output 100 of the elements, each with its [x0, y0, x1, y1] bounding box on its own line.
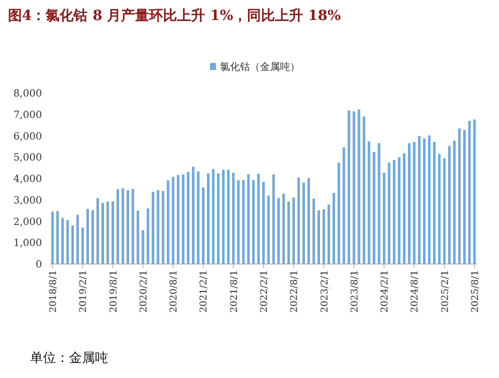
- bar: [408, 143, 410, 264]
- bar: [297, 177, 300, 264]
- x-tick-label: 2022/8/1: [289, 270, 300, 313]
- bar: [438, 154, 441, 264]
- bar: [136, 210, 140, 264]
- x-tick-label: 2019/8/1: [108, 270, 120, 313]
- y-tick-label: 8,000: [13, 88, 42, 100]
- bar: [196, 171, 200, 264]
- bar: [307, 178, 310, 264]
- bar: [192, 166, 194, 264]
- bar: [372, 152, 376, 264]
- bar: [237, 180, 240, 264]
- bar: [358, 109, 360, 264]
- bar: [56, 210, 59, 264]
- bar: [91, 210, 94, 264]
- bar: [146, 208, 150, 264]
- bar: [277, 198, 280, 264]
- bar: [282, 194, 285, 264]
- bar: [182, 174, 184, 264]
- x-tick-label: 2020/8/1: [168, 270, 180, 313]
- x-tick-label: 2025/2/1: [440, 270, 451, 313]
- bar: [428, 136, 431, 264]
- bar: [71, 226, 74, 264]
- bar: [292, 198, 295, 264]
- bar: [76, 214, 79, 264]
- bar: [362, 116, 366, 264]
- bar: [96, 198, 99, 264]
- bar: [152, 192, 154, 264]
- bar: [262, 182, 265, 264]
- bar: [106, 202, 110, 264]
- legend: 氯化钴（金属吨）: [210, 62, 300, 73]
- bar: [51, 212, 54, 264]
- bar: [392, 160, 396, 264]
- bar: [112, 201, 114, 264]
- bar: [66, 220, 69, 264]
- bar: [422, 138, 426, 264]
- bar: [458, 128, 461, 264]
- x-tick-label: 2021/2/1: [198, 270, 210, 313]
- y-tick-label: 1,000: [13, 238, 42, 250]
- y-tick-label: 0: [36, 260, 42, 270]
- bar: [206, 173, 210, 264]
- bar: [222, 170, 225, 264]
- bar: [272, 174, 275, 264]
- bar: [312, 198, 315, 264]
- y-tick-label: 2,000: [13, 216, 42, 228]
- bar: [463, 130, 466, 264]
- bar: [142, 230, 144, 264]
- x-tick-label: 2023/8/1: [349, 270, 360, 313]
- x-tick-label: 2021/8/1: [228, 270, 240, 313]
- bar: [116, 189, 120, 264]
- bar: [388, 162, 390, 264]
- bar: [156, 190, 160, 264]
- bar: [257, 174, 260, 264]
- bar: [338, 162, 340, 264]
- bar: [398, 157, 400, 264]
- bar: [318, 210, 320, 264]
- x-tick-label: 2022/2/1: [259, 270, 270, 313]
- y-tick-label: 3,000: [13, 195, 42, 206]
- bar: [352, 111, 356, 264]
- bar: [433, 142, 436, 264]
- x-tick-label: 2020/2/1: [138, 270, 150, 313]
- bar: [202, 187, 204, 264]
- bar: [267, 196, 270, 264]
- bar: [86, 208, 89, 264]
- bar: [126, 190, 130, 264]
- bar: [418, 136, 420, 264]
- bar: [212, 169, 215, 264]
- x-tick-label: 2024/2/1: [380, 270, 391, 313]
- y-tick-label: 5,000: [13, 152, 42, 164]
- x-tick-label: 2025/8/1: [470, 270, 481, 313]
- bar: [468, 120, 471, 264]
- bar: [332, 192, 336, 264]
- bar: [172, 176, 174, 264]
- bar: [162, 190, 164, 264]
- bar: [368, 141, 370, 264]
- bar: [448, 146, 451, 264]
- x-tick-label: 2024/8/1: [410, 270, 421, 313]
- bar: [61, 218, 64, 264]
- y-tick-label: 6,000: [13, 131, 42, 142]
- bar: [252, 180, 255, 264]
- bar: [473, 120, 476, 264]
- bar: [348, 110, 350, 264]
- x-tick-label: 2019/2/1: [78, 270, 90, 313]
- bar: [287, 202, 290, 264]
- bar: [227, 170, 230, 264]
- bar: [402, 153, 406, 264]
- x-tick-label: 2018/8/1: [48, 270, 60, 313]
- text: 单位：金属吨: [30, 351, 108, 366]
- bar: [217, 173, 220, 264]
- bar: [232, 172, 235, 264]
- bar: [342, 147, 346, 264]
- bar: [186, 172, 190, 264]
- bar: [302, 182, 305, 264]
- bar: [443, 158, 446, 264]
- chart-title: 图4：氯化钴 8 月产量环比上升 1%，同比上升 18%: [8, 7, 341, 24]
- bar: [101, 202, 104, 264]
- bar: [378, 143, 380, 264]
- legend-label: 氯化钴（金属吨）: [220, 61, 300, 73]
- x-tick-label: 2023/2/1: [319, 270, 330, 313]
- bar: [122, 188, 124, 264]
